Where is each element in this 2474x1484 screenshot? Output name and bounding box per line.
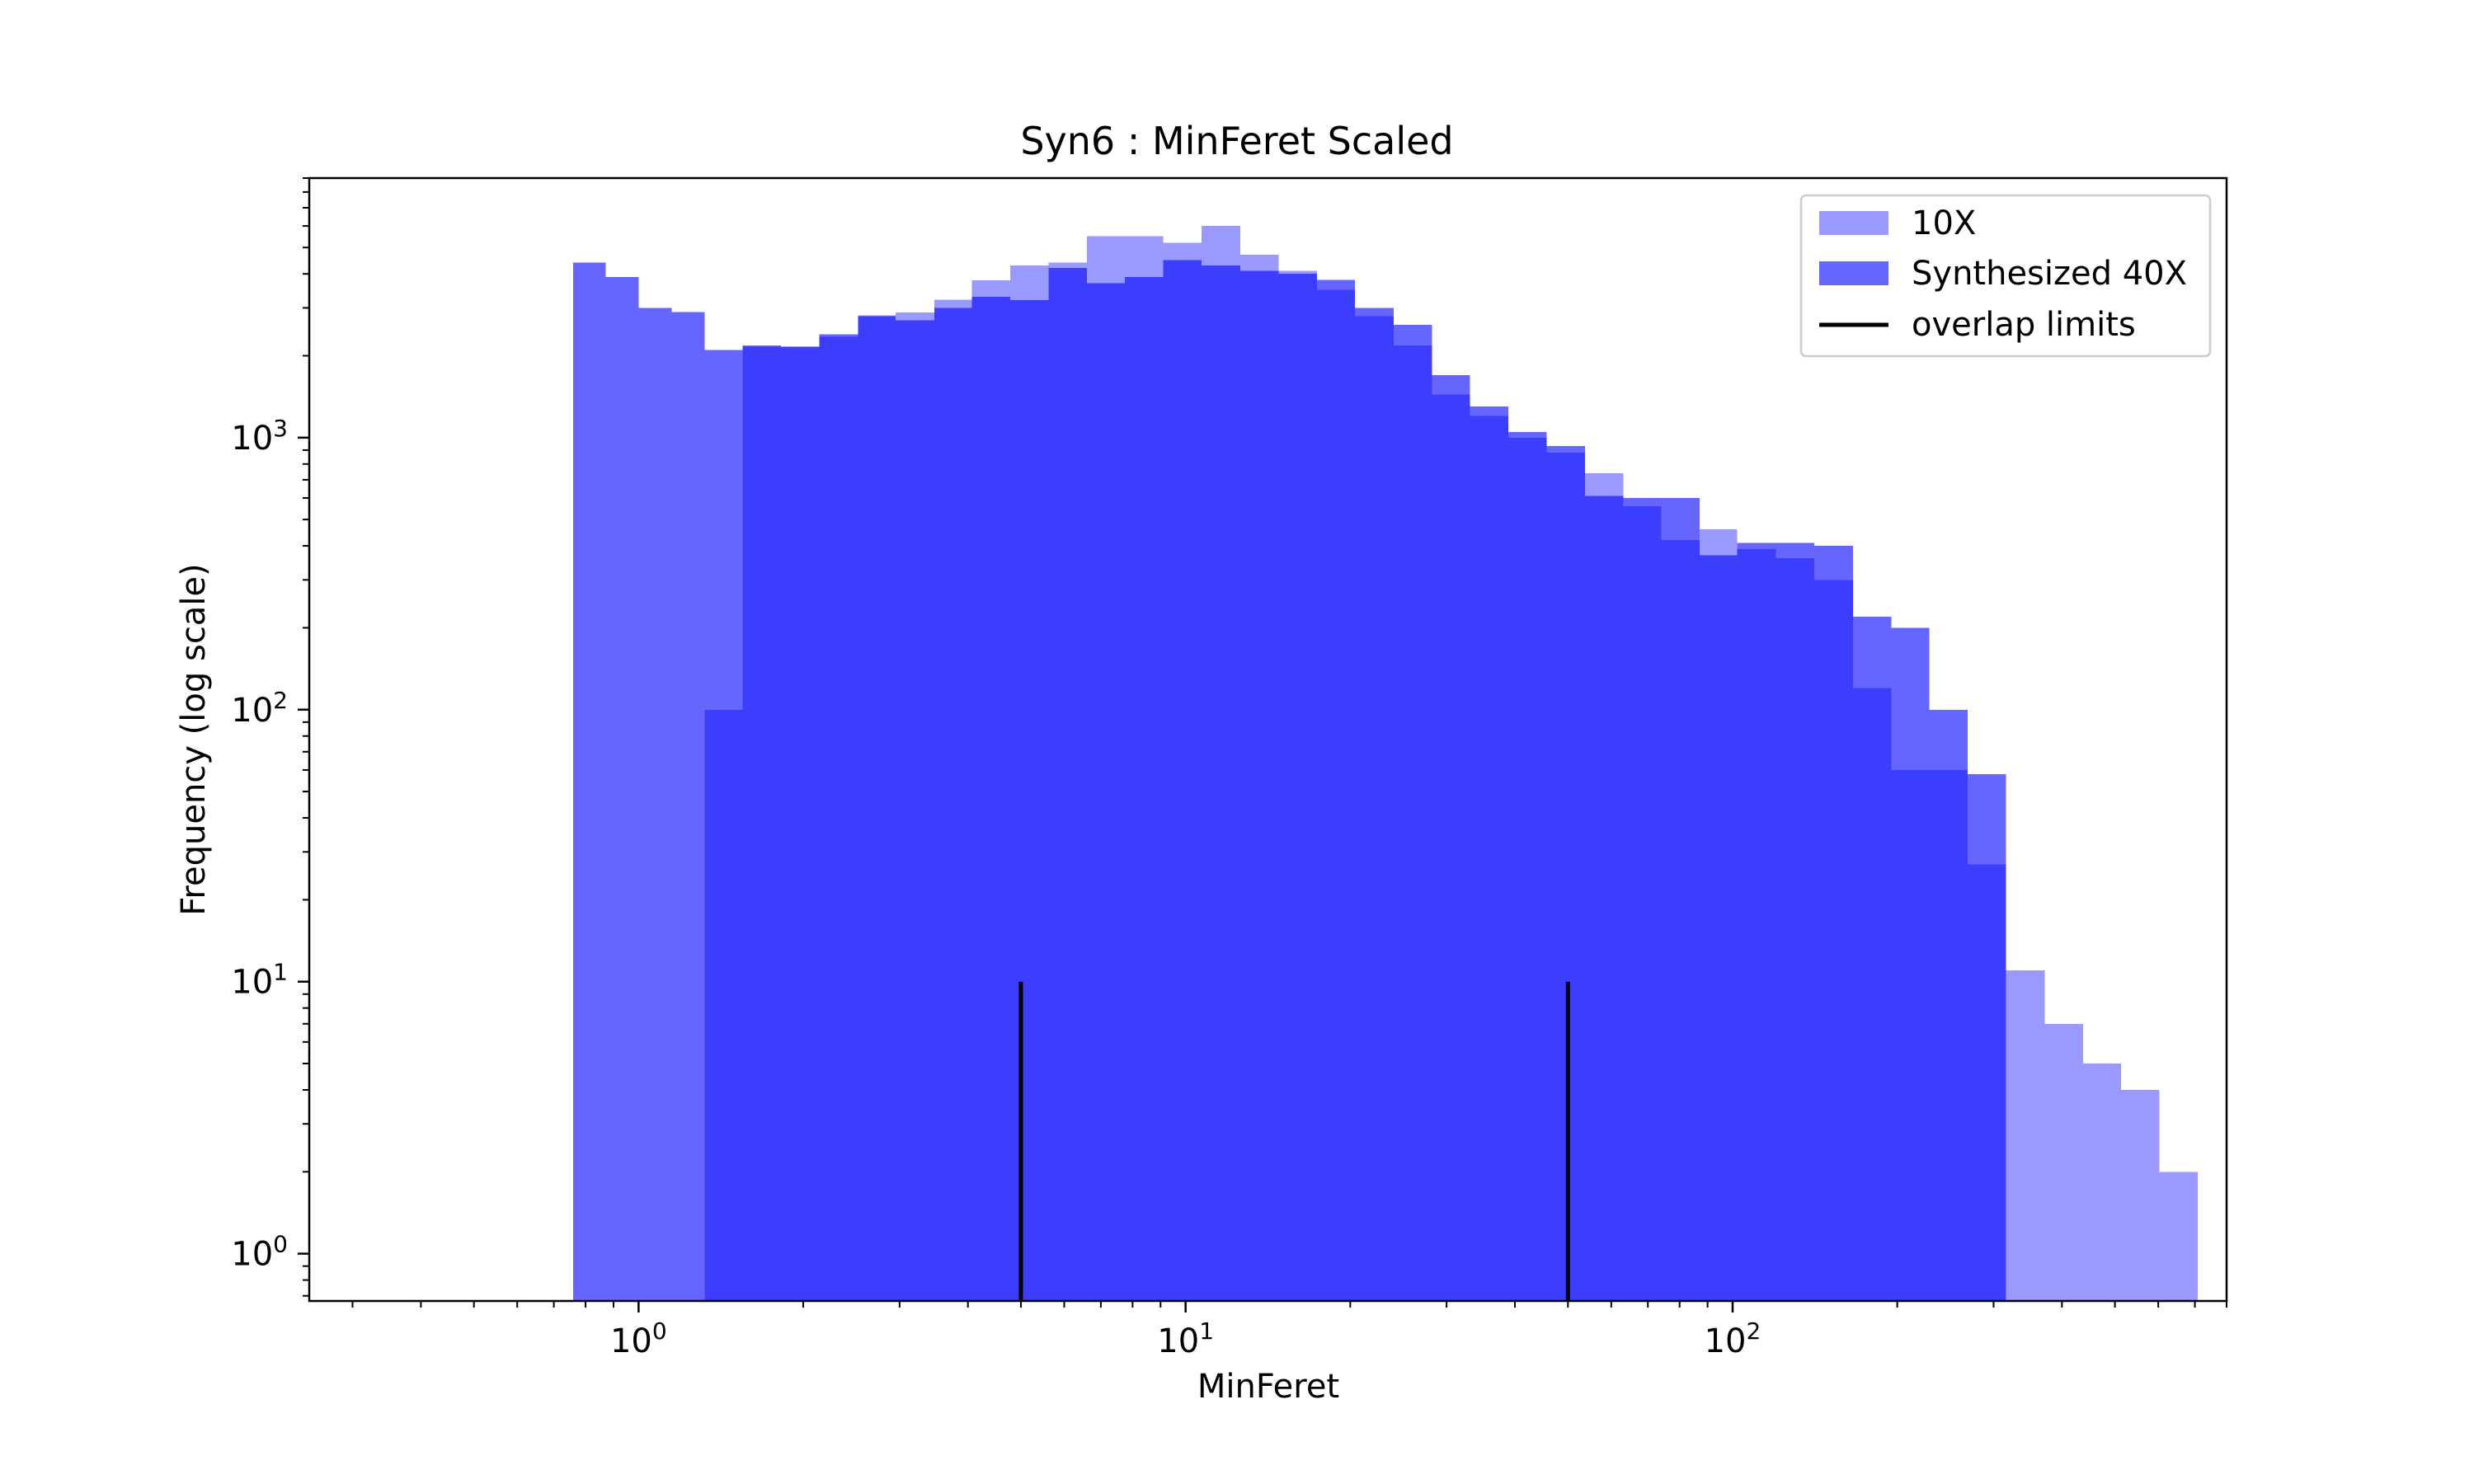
bar-overlap (1700, 555, 1738, 1301)
bar-overlap (1813, 580, 1853, 1301)
bar-overlap (1010, 300, 1049, 1301)
bar-overlap (1355, 316, 1394, 1301)
bar-overlap (1240, 270, 1279, 1301)
legend-frame (1799, 194, 2212, 358)
x-tick-label: 101 (1157, 1317, 1214, 1360)
bar-overlap (1125, 276, 1164, 1301)
bar-10x (2006, 970, 2045, 1301)
bar-overlap (1546, 453, 1585, 1302)
bar-overlap (1086, 283, 1126, 1301)
plot-frame (308, 176, 2228, 1303)
bar-10x (2082, 1064, 2121, 1301)
bar-overlap (1163, 260, 1202, 1301)
bar-overlap (1202, 265, 1241, 1301)
x-axis-label: MinFeret (1197, 1368, 1339, 1406)
y-tick-label: 101 (231, 959, 288, 1002)
bar-overlap (742, 346, 781, 1301)
bar-overlap (1968, 864, 2006, 1301)
bar-overlap (1278, 274, 1318, 1301)
legend-swatch-10x (1819, 211, 1888, 235)
bar-overlap (1393, 345, 1432, 1302)
bar-10x (2044, 1023, 2083, 1301)
bar-overlap (858, 316, 896, 1301)
y-axis-ticks: 100 101 102 103 (231, 177, 309, 1297)
legend-label-overlap: overlap limits (1912, 306, 2136, 344)
y-tick-label: 102 (231, 687, 288, 730)
bar-overlap (819, 336, 858, 1302)
bar-overlap (1470, 416, 1508, 1301)
x-tick-label: 102 (1705, 1317, 1761, 1360)
bar-overlap (1891, 769, 1930, 1301)
bar-synth40x (671, 312, 705, 1302)
bar-overlap (1661, 540, 1700, 1301)
x-axis-ticks: 100 101 102 (351, 1301, 2227, 1360)
legend-label-10x: 10X (1912, 204, 1976, 242)
bar-overlap (1737, 548, 1776, 1301)
y-tick-label: 100 (231, 1231, 288, 1274)
bar-synth40x (572, 262, 606, 1301)
bar-overlap (1584, 495, 1624, 1301)
bar-overlap (1432, 394, 1470, 1301)
legend-swatch-synth40x (1819, 261, 1888, 285)
bar-overlap (971, 296, 1011, 1301)
bar-synth40x (605, 276, 639, 1301)
bar-overlap (1929, 769, 1968, 1301)
legend: 10X Synthesized 40X overlap limits (1799, 194, 2212, 358)
bar-overlap (1048, 268, 1087, 1301)
y-tick-label: 103 (231, 415, 288, 458)
x-tick-label: 100 (610, 1317, 667, 1360)
bar-synth40x (638, 308, 672, 1301)
y-axis-label: Frequency (log scale) (175, 563, 213, 915)
bar-10x (2159, 1172, 2198, 1301)
bar-overlap (1852, 688, 1892, 1301)
bar-overlap (704, 709, 743, 1301)
bar-overlap (1776, 558, 1814, 1301)
bar-overlap (1317, 289, 1356, 1301)
legend-label-synth40x: Synthesized 40X (1912, 255, 2187, 293)
overlap-bars (704, 260, 2006, 1302)
bar-overlap (1507, 437, 1547, 1301)
bar-10x (2120, 1089, 2160, 1301)
chart-title: Syn6 : MinFeret Scaled (1020, 119, 1453, 163)
bar-overlap (934, 308, 972, 1301)
bar-overlap (895, 320, 934, 1301)
bar-overlap (1623, 505, 1662, 1301)
bar-overlap (780, 347, 820, 1301)
overlap-limit-lines (1018, 981, 1570, 1301)
